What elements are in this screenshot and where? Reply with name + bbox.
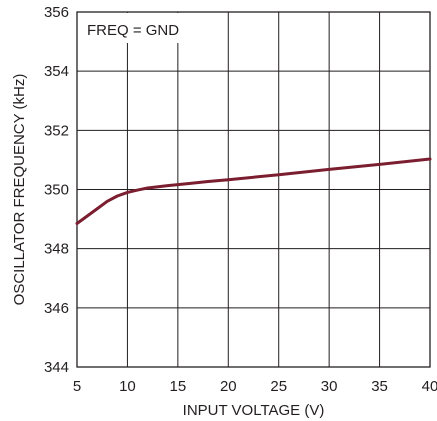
annotation-text: FREQ = GND: [87, 22, 179, 39]
x-tick-label: 5: [73, 378, 81, 395]
y-tick-labels: 344 346 348 350 352 354 356: [44, 4, 69, 376]
y-tick-label: 348: [44, 241, 69, 258]
x-tick-label: 40: [422, 378, 437, 395]
y-tick-label: 350: [44, 182, 69, 199]
series-layer: [77, 159, 430, 223]
x-tick-label: 10: [119, 378, 136, 395]
y-tick-label: 352: [44, 122, 69, 139]
x-tick-label: 35: [371, 378, 388, 395]
x-tick-label: 25: [270, 378, 287, 395]
series-line-0: [77, 159, 430, 223]
y-tick-label: 356: [44, 4, 69, 21]
x-tick-label: 30: [321, 378, 338, 395]
x-tick-labels: 5 10 15 20 25 30 35 40: [73, 378, 437, 395]
x-axis-label: INPUT VOLTAGE (V): [183, 402, 325, 419]
y-axis-label: OSCILLATOR FREQUENCY (kHz): [11, 74, 28, 306]
y-tick-label: 346: [44, 300, 69, 317]
grid: [77, 12, 430, 367]
annotation: FREQ = GND: [78, 13, 183, 43]
y-tick-label: 354: [44, 63, 69, 80]
y-tick-label: 344: [44, 359, 69, 376]
x-tick-label: 15: [170, 378, 187, 395]
x-tick-label: 20: [220, 378, 237, 395]
